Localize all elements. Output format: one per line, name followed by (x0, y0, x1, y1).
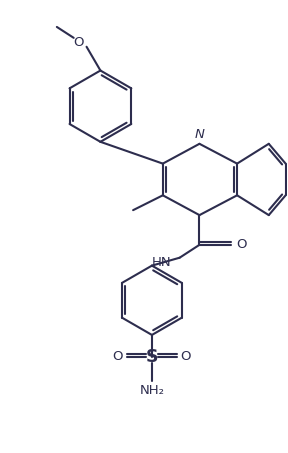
Text: O: O (113, 350, 123, 363)
Text: N: N (194, 128, 204, 141)
Text: NH₂: NH₂ (139, 385, 164, 397)
Text: O: O (236, 238, 247, 251)
Text: HN: HN (152, 256, 172, 269)
Text: O: O (73, 36, 84, 49)
Text: S: S (146, 348, 158, 366)
Text: O: O (181, 350, 191, 363)
